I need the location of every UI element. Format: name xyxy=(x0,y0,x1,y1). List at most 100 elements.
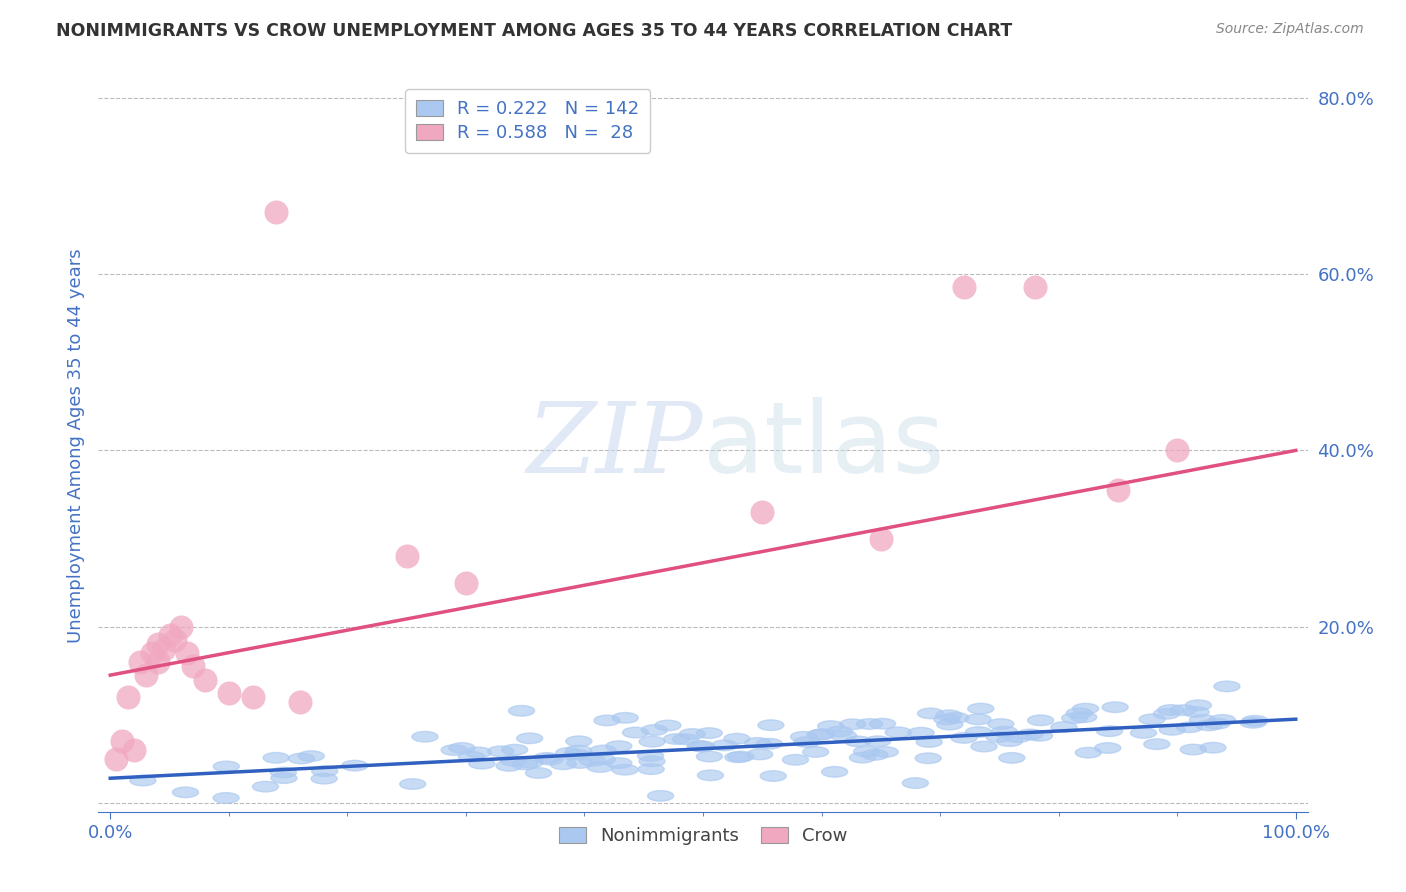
Point xyxy=(454,575,477,590)
Ellipse shape xyxy=(845,736,870,747)
Ellipse shape xyxy=(1073,704,1098,714)
Ellipse shape xyxy=(862,749,889,760)
Ellipse shape xyxy=(696,751,723,762)
Ellipse shape xyxy=(807,730,832,740)
Ellipse shape xyxy=(591,745,616,756)
Ellipse shape xyxy=(1095,743,1121,754)
Ellipse shape xyxy=(449,743,475,753)
Ellipse shape xyxy=(1204,718,1230,729)
Ellipse shape xyxy=(915,753,941,764)
Ellipse shape xyxy=(965,714,991,724)
Ellipse shape xyxy=(849,752,876,763)
Ellipse shape xyxy=(808,729,835,739)
Ellipse shape xyxy=(565,736,592,747)
Ellipse shape xyxy=(679,729,706,739)
Ellipse shape xyxy=(214,761,239,772)
Point xyxy=(218,686,240,700)
Point xyxy=(165,632,187,647)
Ellipse shape xyxy=(986,731,1012,742)
Ellipse shape xyxy=(1182,706,1209,717)
Ellipse shape xyxy=(509,706,534,716)
Ellipse shape xyxy=(756,739,783,749)
Ellipse shape xyxy=(1209,714,1236,725)
Ellipse shape xyxy=(458,751,485,762)
Ellipse shape xyxy=(1017,729,1043,739)
Ellipse shape xyxy=(747,749,773,760)
Ellipse shape xyxy=(689,741,714,752)
Text: ZIP: ZIP xyxy=(527,399,703,493)
Ellipse shape xyxy=(564,749,591,760)
Point xyxy=(264,205,287,219)
Ellipse shape xyxy=(496,761,522,772)
Y-axis label: Unemployment Among Ages 35 to 44 years: Unemployment Among Ages 35 to 44 years xyxy=(66,249,84,643)
Ellipse shape xyxy=(918,708,943,719)
Ellipse shape xyxy=(1240,717,1267,728)
Ellipse shape xyxy=(966,727,991,738)
Ellipse shape xyxy=(399,779,426,789)
Ellipse shape xyxy=(465,747,491,757)
Point xyxy=(1166,443,1188,458)
Ellipse shape xyxy=(886,727,911,738)
Ellipse shape xyxy=(1185,700,1212,711)
Ellipse shape xyxy=(588,762,613,772)
Ellipse shape xyxy=(745,738,770,748)
Ellipse shape xyxy=(1170,705,1197,715)
Ellipse shape xyxy=(972,741,997,752)
Point xyxy=(1107,483,1129,497)
Ellipse shape xyxy=(1066,708,1092,718)
Ellipse shape xyxy=(1097,726,1122,737)
Ellipse shape xyxy=(1241,715,1268,726)
Ellipse shape xyxy=(818,721,844,731)
Ellipse shape xyxy=(803,747,828,757)
Point xyxy=(869,532,891,546)
Ellipse shape xyxy=(1197,720,1222,731)
Ellipse shape xyxy=(1062,713,1088,723)
Ellipse shape xyxy=(173,787,198,797)
Ellipse shape xyxy=(606,758,631,768)
Ellipse shape xyxy=(1139,714,1166,724)
Point xyxy=(129,655,152,669)
Ellipse shape xyxy=(579,756,606,766)
Ellipse shape xyxy=(567,757,593,768)
Ellipse shape xyxy=(936,719,963,730)
Ellipse shape xyxy=(1153,708,1180,719)
Ellipse shape xyxy=(1199,742,1226,753)
Ellipse shape xyxy=(869,718,896,729)
Point xyxy=(170,620,193,634)
Ellipse shape xyxy=(936,710,962,721)
Ellipse shape xyxy=(839,719,866,730)
Ellipse shape xyxy=(1130,728,1157,739)
Ellipse shape xyxy=(550,759,576,770)
Ellipse shape xyxy=(664,734,689,744)
Ellipse shape xyxy=(761,771,786,781)
Point xyxy=(176,646,198,660)
Point xyxy=(181,659,204,673)
Ellipse shape xyxy=(555,747,582,758)
Point xyxy=(146,655,169,669)
Ellipse shape xyxy=(865,736,891,747)
Ellipse shape xyxy=(263,753,290,763)
Ellipse shape xyxy=(950,732,977,743)
Ellipse shape xyxy=(534,753,560,764)
Ellipse shape xyxy=(565,746,592,756)
Ellipse shape xyxy=(214,793,239,803)
Ellipse shape xyxy=(253,781,278,792)
Point xyxy=(141,646,163,660)
Ellipse shape xyxy=(1177,722,1202,732)
Point xyxy=(117,690,139,705)
Ellipse shape xyxy=(917,737,942,747)
Ellipse shape xyxy=(696,728,723,739)
Ellipse shape xyxy=(298,751,325,762)
Ellipse shape xyxy=(827,726,852,737)
Ellipse shape xyxy=(1026,731,1053,741)
Ellipse shape xyxy=(1189,714,1216,725)
Text: atlas: atlas xyxy=(703,398,945,494)
Ellipse shape xyxy=(512,759,537,770)
Ellipse shape xyxy=(856,719,883,730)
Ellipse shape xyxy=(1213,681,1240,691)
Ellipse shape xyxy=(672,734,699,745)
Ellipse shape xyxy=(638,764,664,774)
Text: NONIMMIGRANTS VS CROW UNEMPLOYMENT AMONG AGES 35 TO 44 YEARS CORRELATION CHART: NONIMMIGRANTS VS CROW UNEMPLOYMENT AMONG… xyxy=(56,22,1012,40)
Point xyxy=(159,628,181,642)
Ellipse shape xyxy=(831,731,856,741)
